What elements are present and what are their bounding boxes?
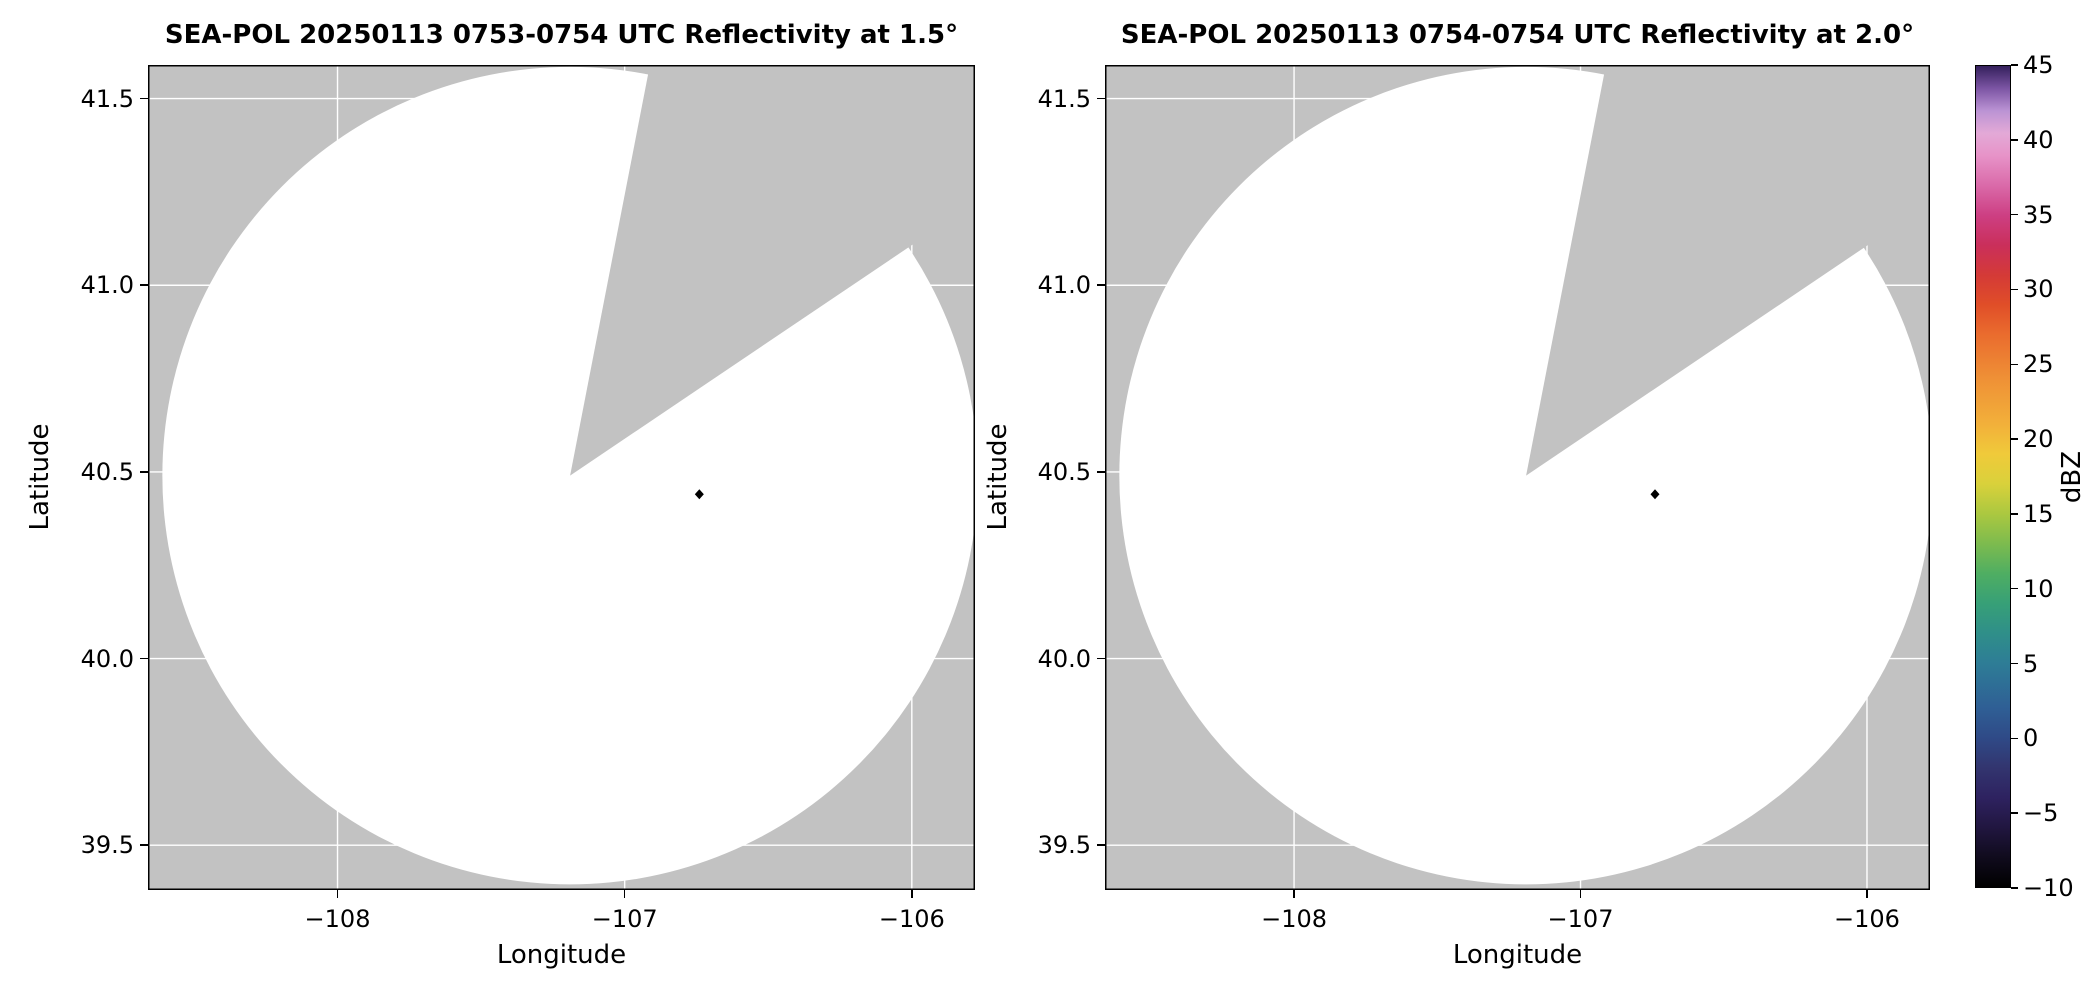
colorbar-tick bbox=[2011, 288, 2018, 291]
colorbar-tick bbox=[2011, 363, 2018, 366]
colorbar-tick-label: 20 bbox=[2023, 425, 2054, 454]
y-tick bbox=[140, 844, 148, 846]
y-tick bbox=[1097, 657, 1105, 660]
x-tick bbox=[623, 890, 626, 898]
colorbar-tick-label: 30 bbox=[2023, 275, 2054, 304]
x-tick-label: −108 bbox=[304, 905, 371, 933]
colorbar-tick-label: 15 bbox=[2023, 499, 2054, 528]
colorbar-tick bbox=[2011, 139, 2018, 141]
x-tick bbox=[911, 890, 913, 898]
y-tick bbox=[140, 471, 148, 473]
colorbar-gradient bbox=[1975, 65, 2011, 888]
y-tick bbox=[1097, 471, 1105, 473]
x-tick-label: −107 bbox=[1547, 905, 1614, 933]
colorbar-tick-label: 35 bbox=[2023, 200, 2054, 229]
y-tick bbox=[140, 284, 148, 286]
colorbar-tick-label: 45 bbox=[2023, 51, 2054, 79]
y-tick bbox=[1097, 844, 1105, 846]
y-tick bbox=[1097, 284, 1105, 286]
panel-title-left: SEA-POL 20250113 0753-0754 UTC Reflectiv… bbox=[164, 20, 959, 50]
x-axis-label-right: Longitude bbox=[1452, 940, 1583, 970]
panel-title-right: SEA-POL 20250113 0754-0754 UTC Reflectiv… bbox=[1120, 20, 1915, 50]
colorbar-tick-label: 10 bbox=[2023, 574, 2054, 603]
colorbar-tick bbox=[2011, 887, 2018, 889]
colorbar-tick bbox=[2011, 812, 2018, 814]
y-tick-label: 39.5 bbox=[1037, 831, 1091, 860]
x-tick bbox=[1579, 890, 1582, 898]
y-tick bbox=[140, 97, 148, 100]
x-tick bbox=[336, 890, 339, 898]
colorbar-tick-label: −10 bbox=[2023, 874, 2074, 902]
y-tick-label: 40.0 bbox=[80, 644, 134, 673]
y-tick-label: 41.0 bbox=[1037, 271, 1091, 300]
colorbar-tick-label: 0 bbox=[2023, 724, 2039, 753]
colorbar-tick-label: 5 bbox=[2023, 649, 2039, 678]
radar-site-marker bbox=[694, 489, 704, 500]
colorbar-tick bbox=[2011, 513, 2018, 515]
colorbar-tick bbox=[2011, 64, 2018, 66]
colorbar-tick bbox=[2011, 587, 2018, 590]
x-tick bbox=[1866, 890, 1868, 898]
y-tick-label: 41.5 bbox=[1037, 84, 1091, 113]
colorbar-tick bbox=[2011, 737, 2018, 740]
y-tick-label: 40.0 bbox=[1037, 644, 1091, 673]
colorbar-tick bbox=[2011, 662, 2018, 665]
x-tick-label: −106 bbox=[1834, 905, 1900, 933]
y-tick-label: 41.5 bbox=[80, 84, 134, 113]
colorbar-tick-label: 40 bbox=[2023, 125, 2054, 154]
colorbar-tick bbox=[2011, 213, 2018, 216]
x-axis-label-left: Longitude bbox=[496, 940, 627, 970]
radar-site-marker bbox=[1650, 489, 1660, 500]
x-tick-label: −107 bbox=[591, 905, 658, 933]
y-tick-label: 39.5 bbox=[80, 831, 134, 860]
radar-panel-right bbox=[1105, 65, 1930, 890]
x-tick-label: −106 bbox=[878, 905, 945, 933]
colorbar-tick-label: 25 bbox=[2023, 350, 2054, 379]
colorbar-label: dBZ bbox=[2057, 450, 2087, 504]
y-tick bbox=[1097, 97, 1105, 100]
x-tick bbox=[1293, 890, 1295, 898]
x-tick-label: −108 bbox=[1261, 905, 1328, 933]
colorbar-tick bbox=[2011, 438, 2018, 440]
y-tick-label: 40.5 bbox=[80, 457, 134, 486]
radar-panel-left bbox=[148, 65, 975, 890]
y-tick bbox=[140, 657, 148, 660]
y-tick-label: 40.5 bbox=[1037, 457, 1091, 486]
colorbar-tick-label: −5 bbox=[2023, 799, 2059, 828]
y-tick-label: 41.0 bbox=[80, 271, 134, 300]
